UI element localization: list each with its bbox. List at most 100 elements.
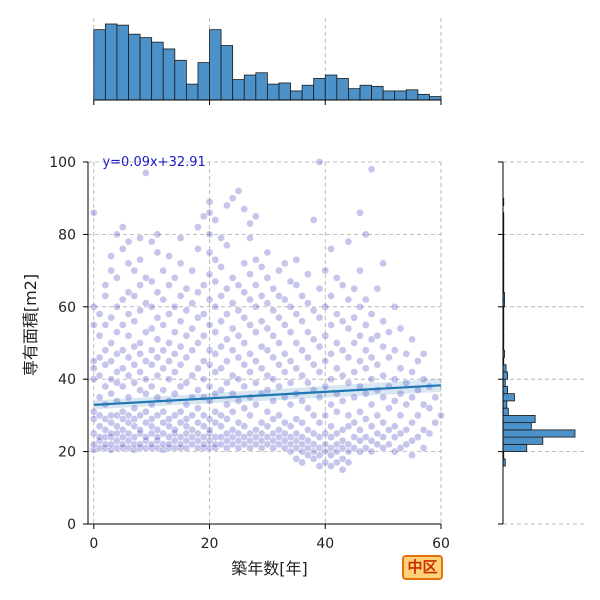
- scatter-point: [396, 364, 405, 373]
- scatter-point: [211, 255, 220, 264]
- scatter-point: [257, 317, 266, 326]
- scatter-point: [130, 378, 139, 387]
- scatter-point: [176, 418, 185, 427]
- scatter-point: [199, 375, 208, 384]
- scatter-point: [165, 281, 173, 289]
- scatter-points-layer: [89, 158, 445, 474]
- hist-x-bar: [359, 84, 372, 101]
- scatter-point: [269, 284, 278, 293]
- scatter-point: [101, 382, 110, 391]
- scatter-point: [136, 339, 144, 347]
- scatter-point: [194, 288, 202, 297]
- scatter-point: [315, 368, 324, 376]
- scatter-point: [246, 321, 254, 329]
- scatter-point: [130, 445, 139, 454]
- hist-x-bar: [139, 37, 153, 101]
- scatter-point: [367, 375, 376, 384]
- scatter-point: [367, 310, 376, 318]
- scatter-point: [361, 230, 370, 239]
- scatter-point: [373, 440, 382, 449]
- scatter-point: [367, 353, 376, 362]
- scatter-point: [373, 360, 382, 369]
- scatter-point: [107, 313, 115, 322]
- scatter-point: [142, 357, 150, 365]
- x-tick-label: 40: [316, 536, 334, 552]
- scatter-point: [142, 273, 150, 282]
- hist-y-bar: [502, 422, 532, 431]
- scatter-point: [217, 292, 225, 300]
- scatter-point: [136, 426, 144, 434]
- hist-y-bar: [502, 436, 544, 445]
- scatter-point: [153, 313, 162, 322]
- scatter-point: [240, 433, 249, 441]
- scatter-point: [332, 429, 341, 438]
- scatter-point: [147, 302, 156, 311]
- scatter-point: [136, 281, 144, 289]
- scatter-point: [107, 252, 115, 260]
- scatter-point: [361, 321, 370, 329]
- scatter-point: [350, 284, 359, 293]
- scatter-point: [136, 368, 144, 376]
- scatter-point: [292, 339, 301, 347]
- scatter-point: [414, 433, 422, 441]
- regression-layer: [93, 378, 442, 410]
- scatter-point: [298, 371, 306, 380]
- scatter-point: [142, 389, 150, 398]
- scatter-point: [159, 295, 168, 304]
- scatter-point: [147, 324, 156, 333]
- hist-x-bar: [162, 48, 176, 101]
- scatter-point: [217, 364, 225, 373]
- scatter-point: [263, 273, 272, 282]
- scatter-point: [309, 429, 318, 438]
- scatter-point: [309, 360, 318, 369]
- scatter-point: [234, 375, 243, 384]
- scatter-point: [107, 357, 115, 365]
- scatter-point: [361, 444, 370, 452]
- scatter-point: [304, 426, 312, 434]
- scatter-point: [367, 436, 376, 445]
- hist-y-bar: [502, 429, 576, 438]
- scatter-point: [269, 353, 278, 362]
- scatter-point: [251, 255, 260, 264]
- hist-x-bar: [382, 90, 396, 101]
- scatter-point: [234, 353, 243, 362]
- scatter-point: [176, 360, 185, 369]
- scatter-point: [228, 346, 237, 355]
- scatter-point: [228, 299, 237, 308]
- scatter-point: [344, 458, 353, 467]
- scatter-point: [356, 266, 364, 275]
- scatter-point: [234, 331, 243, 340]
- scatter-point: [338, 317, 347, 326]
- scatter-point: [419, 375, 428, 384]
- scatter-point: [130, 360, 139, 369]
- scatter-point: [309, 411, 318, 420]
- scatter-point: [118, 346, 127, 355]
- scatter-point: [176, 382, 185, 391]
- hist-x-bar: [116, 24, 129, 101]
- scatter-point: [344, 411, 353, 420]
- scatter-point: [275, 411, 283, 420]
- marginal-histogram-y: [502, 197, 576, 467]
- scatter-point: [182, 353, 191, 362]
- scatter-point: [199, 433, 208, 441]
- scatter-point: [263, 407, 272, 416]
- scatter-point: [373, 411, 382, 420]
- scatter-point: [165, 357, 173, 365]
- scatter-point: [321, 357, 330, 365]
- scatter-point: [130, 342, 139, 351]
- scatter-point: [89, 357, 98, 365]
- scatter-point: [379, 433, 387, 441]
- scatter-point: [246, 270, 254, 279]
- scatter-point: [153, 371, 162, 380]
- scatter-point: [211, 368, 220, 376]
- scatter-point: [142, 433, 150, 441]
- scatter-point: [304, 378, 312, 387]
- scatter-point: [223, 284, 231, 293]
- scatter-point: [153, 288, 162, 297]
- scatter-point: [379, 393, 387, 402]
- scatter-point: [118, 364, 127, 373]
- scatter-point: [327, 422, 335, 431]
- scatter-point: [286, 328, 295, 336]
- scatter-point: [147, 237, 156, 246]
- scatter-point: [275, 292, 283, 300]
